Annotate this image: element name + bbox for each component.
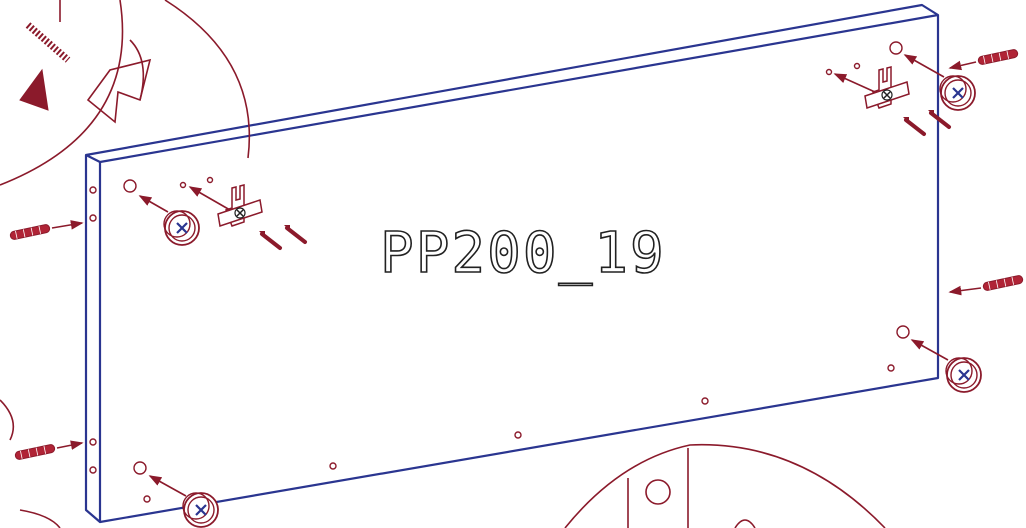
part-label: PP200_19 [380,221,666,286]
hardware [10,49,1024,527]
assembly-diagram: PP200_19 [0,0,1026,528]
